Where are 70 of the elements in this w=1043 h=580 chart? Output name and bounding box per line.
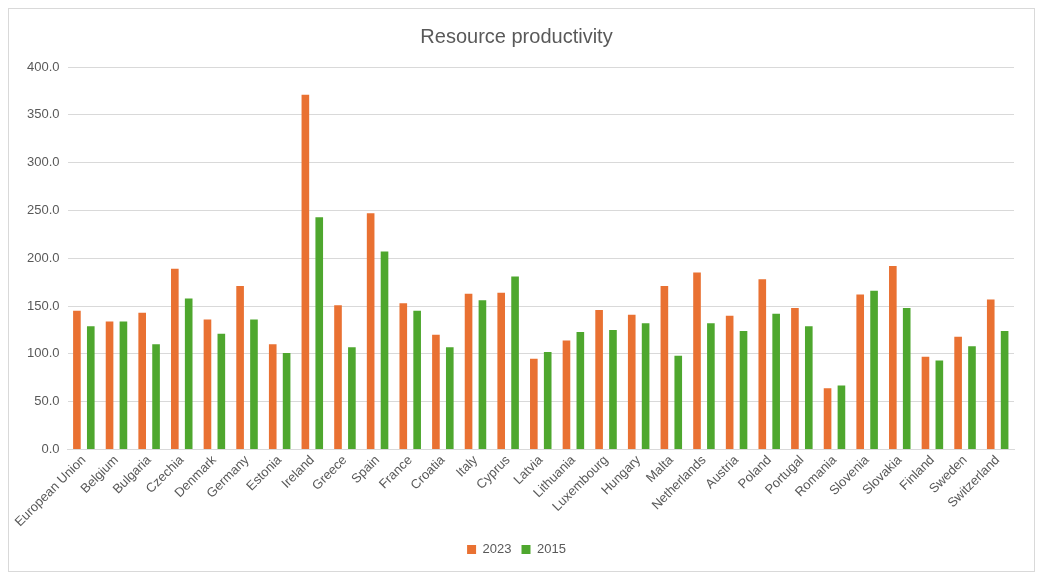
bar — [268, 344, 277, 450]
bar — [464, 293, 473, 450]
bar — [511, 276, 519, 450]
bar — [543, 351, 552, 450]
bar — [119, 321, 128, 450]
bar — [772, 313, 780, 450]
y-tick-label: 200.0 — [26, 249, 60, 265]
bar — [804, 326, 813, 450]
y-tick-label: 50.0 — [34, 393, 60, 409]
bar — [380, 251, 389, 450]
bar — [152, 344, 160, 450]
bar — [707, 323, 715, 450]
bar — [725, 315, 734, 450]
bar — [478, 300, 487, 450]
bar — [935, 360, 944, 450]
bar — [627, 314, 636, 450]
bar — [315, 217, 324, 450]
chart-title: Resource productivity — [420, 24, 613, 47]
bar — [399, 303, 408, 450]
bar — [73, 310, 81, 450]
y-tick-label: 250.0 — [26, 202, 60, 218]
bar — [595, 309, 603, 450]
bar — [576, 331, 585, 450]
y-tick-label: 100.0 — [26, 345, 60, 361]
bar — [837, 385, 846, 450]
bar — [609, 329, 617, 450]
bar — [921, 356, 930, 450]
bar — [497, 292, 506, 450]
bar — [217, 333, 226, 450]
bar — [562, 340, 571, 450]
bar — [236, 286, 244, 450]
bar — [758, 279, 767, 450]
bar — [432, 334, 440, 450]
bar — [138, 312, 146, 450]
bar — [301, 94, 310, 450]
bar — [889, 265, 897, 450]
bar — [739, 330, 748, 450]
bar — [86, 326, 95, 450]
y-tick-label: 300.0 — [26, 154, 60, 170]
bar — [250, 319, 258, 450]
bar — [954, 336, 962, 450]
bar — [856, 294, 865, 450]
y-tick-label: 350.0 — [26, 106, 60, 122]
bar — [791, 307, 799, 450]
bar — [413, 310, 421, 450]
y-tick-label: 0.0 — [41, 441, 60, 457]
bar — [902, 307, 911, 450]
bar — [203, 319, 212, 450]
bar — [445, 347, 454, 450]
bar — [171, 268, 179, 450]
bar — [334, 305, 342, 450]
legend-label: 2023 — [482, 541, 512, 557]
bar — [1000, 330, 1009, 450]
bar — [184, 298, 193, 450]
bar — [366, 213, 375, 450]
bar — [348, 347, 356, 450]
bar — [968, 346, 976, 450]
bar — [530, 358, 538, 450]
bar — [641, 323, 650, 450]
legend-label: 2015 — [537, 541, 566, 557]
bar — [986, 299, 995, 450]
bar — [105, 321, 114, 450]
bar — [660, 286, 669, 450]
y-tick-label: 400.0 — [26, 58, 60, 74]
bar — [823, 388, 832, 450]
y-tick-label: 150.0 — [26, 297, 60, 313]
bar — [282, 352, 291, 450]
bar — [870, 290, 878, 450]
bar — [674, 355, 683, 450]
bar — [693, 272, 701, 450]
